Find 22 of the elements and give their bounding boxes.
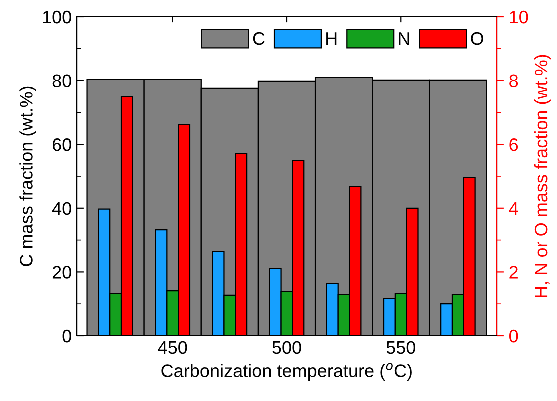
y2-tick-label: 2 (510, 266, 518, 279)
legend-label: N (399, 32, 410, 45)
y2-tick-label: 4 (509, 202, 518, 215)
legend-label: H (326, 32, 337, 45)
y-tick-label: 0 (62, 330, 72, 343)
y2-tick-label: 6 (510, 138, 518, 152)
y-tick-label: 80 (52, 74, 72, 88)
x-axis-title: Carbonization temperature ($^{o}$C) (162, 363, 412, 381)
y-tick-label: 100 (43, 10, 72, 24)
y-axis-title: C mass fraction (wt.%) (20, 86, 36, 266)
y2-tick-label: 0 (510, 330, 518, 343)
y-tick-label: 40 (52, 202, 72, 216)
y2-tick-label: 8 (510, 74, 518, 88)
x-tick-label: 500 (272, 341, 302, 354)
y-tick-label: 60 (52, 138, 72, 152)
y2-axis-title: H, N or O mass fraction (wt.%) (534, 55, 552, 298)
x-tick-label: 450 (158, 341, 188, 354)
legend-label: O (471, 32, 484, 46)
y2-tick-label: 10 (510, 10, 528, 24)
legend-label: C (253, 32, 265, 46)
x-tick-label: 550 (386, 341, 416, 354)
y-tick-label: 20 (52, 266, 72, 279)
